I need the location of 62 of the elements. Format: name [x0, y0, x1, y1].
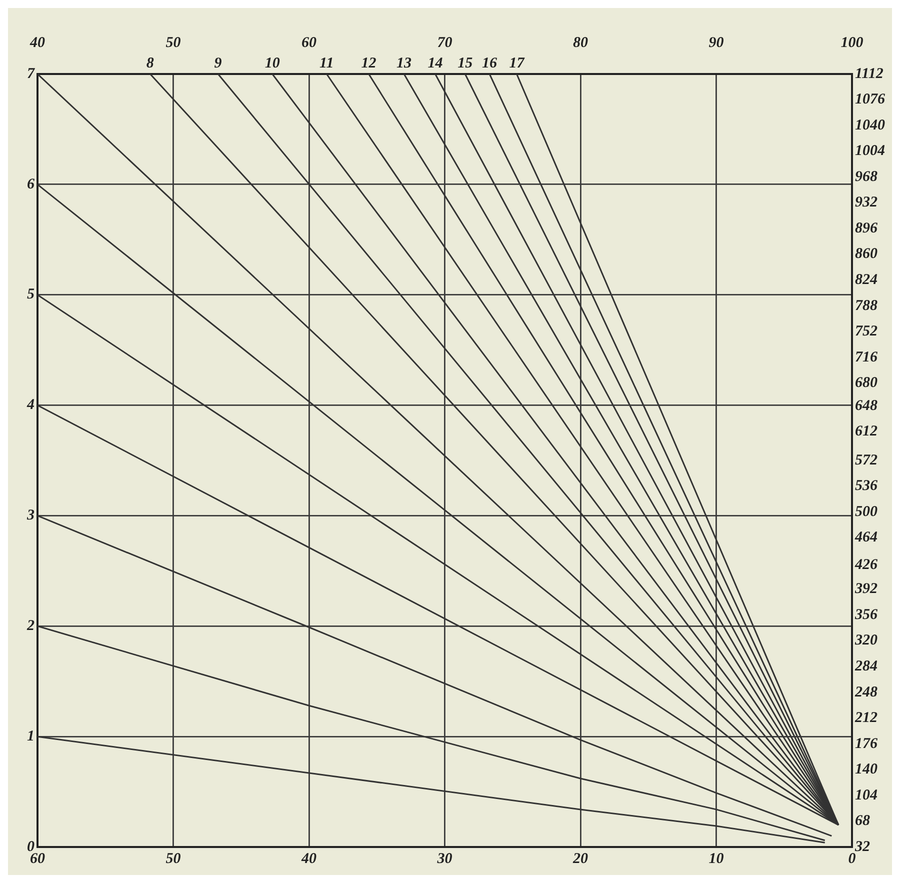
series-label: 17 — [509, 55, 525, 72]
y2-tick-label: 932 — [855, 194, 878, 211]
x2-tick-label: 50 — [166, 34, 182, 51]
x-tick-label: 0 — [848, 850, 856, 867]
y2-tick-label: 500 — [855, 504, 878, 520]
x2-tick-label: 60 — [302, 34, 317, 51]
series-label: 8 — [146, 55, 154, 72]
x2-tick-label: 90 — [708, 34, 724, 51]
y2-tick-label: 572 — [855, 452, 878, 468]
y2-tick-label: 1076 — [855, 92, 886, 108]
y2-tick-label: 860 — [855, 246, 878, 262]
y-tick-label: 4 — [26, 397, 35, 414]
y2-tick-label: 68 — [855, 813, 870, 830]
y2-tick-label: 612 — [855, 424, 878, 440]
y2-tick-label: 752 — [855, 324, 878, 340]
y2-tick-label: 392 — [854, 581, 878, 598]
x-tick-label: 30 — [436, 850, 453, 867]
y2-tick-label: 356 — [854, 606, 878, 623]
y-tick-label: 5 — [27, 286, 35, 303]
y2-tick-label: 536 — [855, 478, 878, 494]
y2-tick-label: 896 — [855, 220, 878, 236]
y2-tick-label: 1040 — [855, 117, 886, 134]
y2-tick-label: 176 — [855, 736, 878, 752]
y-tick-label: 2 — [26, 618, 35, 634]
x-tick-label: 20 — [572, 850, 588, 867]
x2-tick-label: 40 — [29, 34, 46, 51]
y2-tick-label: 248 — [854, 684, 878, 700]
y2-tick-label: 212 — [854, 710, 878, 726]
y2-tick-label: 1004 — [855, 143, 886, 160]
y-tick-label: 6 — [27, 176, 35, 192]
series-label: 9 — [214, 55, 222, 72]
y2-tick-label: 104 — [855, 787, 878, 804]
y2-tick-label: 716 — [855, 349, 878, 366]
x-tick-label: 50 — [166, 850, 182, 867]
series-label: 14 — [428, 55, 444, 72]
y-tick-label: 3 — [26, 508, 35, 524]
x2-tick-label: 70 — [437, 34, 453, 51]
series-label: 12 — [361, 55, 377, 72]
series-label: 16 — [482, 55, 498, 72]
y2-tick-label: 284 — [854, 658, 878, 675]
x2-tick-label: 80 — [573, 34, 588, 51]
series-label: 11 — [320, 55, 334, 72]
y2-tick-label: 680 — [855, 375, 878, 392]
y2-tick-label: 1112 — [855, 66, 884, 82]
y2-tick-label: 320 — [854, 632, 878, 649]
y2-tick-label: 824 — [855, 272, 878, 288]
y2-tick-label: 788 — [855, 298, 878, 314]
y2-tick-label: 426 — [854, 556, 878, 573]
series-label: 10 — [264, 55, 280, 72]
y2-tick-label: 140 — [855, 762, 878, 778]
y2-tick-label: 464 — [854, 530, 878, 546]
y2-tick-label: 968 — [855, 168, 878, 185]
y-tick-label: 7 — [27, 66, 35, 82]
x-tick-label: 40 — [300, 850, 317, 867]
x-tick-label: 10 — [708, 850, 724, 867]
x2-tick-label: 100 — [840, 34, 864, 51]
y-tick-label: 1 — [27, 728, 34, 744]
x-tick-label: 60 — [30, 850, 46, 867]
series-label: 15 — [458, 55, 474, 72]
y2-tick-label: 32 — [854, 838, 870, 855]
series-label: 13 — [396, 55, 412, 72]
y2-tick-label: 648 — [855, 398, 878, 414]
